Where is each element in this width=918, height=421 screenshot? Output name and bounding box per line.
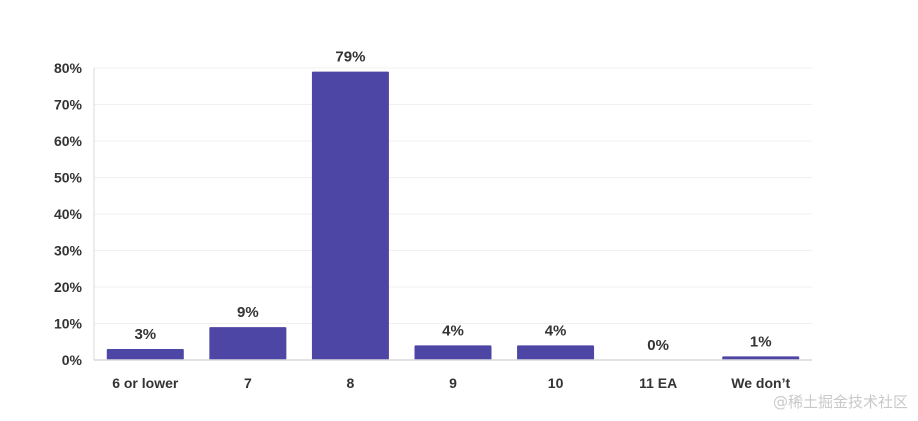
bar	[517, 345, 595, 360]
x-tick-label: 10	[548, 375, 564, 391]
data-label: 4%	[442, 322, 464, 339]
y-tick-label: 20%	[54, 279, 83, 295]
y-tick-label: 80%	[54, 60, 83, 76]
value-labels: 3% 9% 79% 4% 4% 0% 1%	[134, 49, 771, 354]
watermark: @稀土掘金技术社区	[772, 393, 908, 411]
bar	[209, 327, 287, 360]
y-tick-label: 70%	[54, 97, 83, 113]
bar	[311, 71, 389, 361]
x-tick-label: We don’t	[731, 375, 790, 391]
bar	[722, 356, 800, 360]
data-label: 1%	[750, 333, 772, 350]
x-tick-label: 6 or lower	[112, 375, 179, 391]
bar	[414, 345, 492, 360]
data-label: 9%	[237, 304, 259, 321]
data-label: 79%	[335, 49, 365, 66]
bar	[106, 349, 184, 360]
bars	[106, 71, 800, 361]
x-tick-label: 8	[347, 375, 355, 391]
x-tick-label: 7	[244, 375, 252, 391]
data-label: 3%	[134, 326, 156, 343]
gridlines	[94, 67, 812, 324]
x-tick-label: 9	[449, 375, 457, 391]
y-axis-ticks: 0% 10% 20% 30% 40% 50% 60% 70% 80%	[54, 60, 83, 368]
y-tick-label: 60%	[54, 133, 83, 149]
data-label: 4%	[545, 322, 567, 339]
data-label: 0%	[647, 337, 669, 354]
axes	[93, 68, 812, 361]
y-tick-label: 50%	[54, 170, 83, 186]
x-tick-label: 11 EA	[639, 375, 677, 391]
y-tick-label: 30%	[54, 243, 83, 259]
y-tick-label: 40%	[54, 206, 83, 222]
y-tick-label: 0%	[62, 352, 83, 368]
x-axis-ticks: 6 or lower 7 8 9 10 11 EA We don’t	[112, 375, 790, 391]
y-tick-label: 10%	[54, 316, 83, 332]
